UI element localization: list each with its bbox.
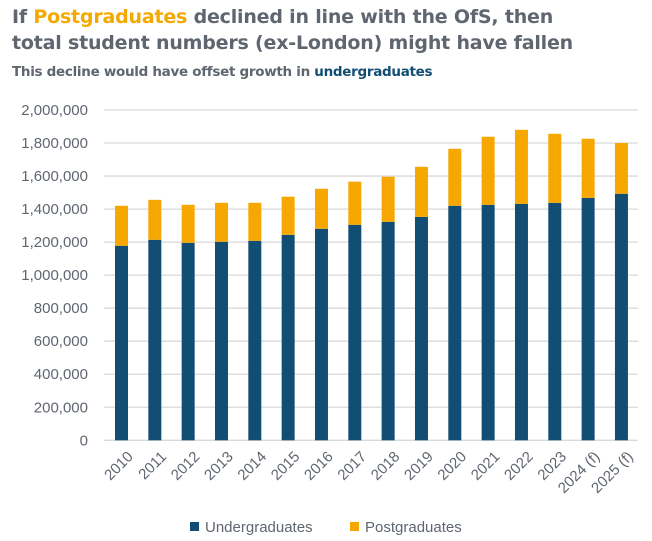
bar-postgraduates-2018 — [381, 176, 395, 222]
bar-postgraduates-2015 — [281, 196, 295, 235]
bar-postgraduates-2019 — [414, 166, 428, 217]
bar-postgraduates-2011 — [148, 199, 162, 240]
bar-postgraduates-2022 — [514, 129, 528, 204]
legend: Undergraduates Postgraduates — [190, 519, 462, 536]
bar-postgraduates-2013 — [214, 202, 228, 242]
y-tick-label: 1,600,000 — [21, 168, 88, 185]
y-tick-label: 2,000,000 — [21, 102, 88, 119]
x-axis: 2010201120122013201420152016201720182019… — [101, 448, 637, 497]
x-tick-label: 2021 — [468, 448, 504, 484]
bar-undergraduates-2016 — [314, 228, 328, 441]
bar-undergraduates-2024f — [581, 197, 595, 441]
x-tick-label: 2011 — [135, 448, 170, 483]
bar-undergraduates-2013 — [214, 241, 228, 441]
x-tick-label: 2013 — [201, 448, 237, 484]
x-tick-label: 2017 — [334, 448, 370, 484]
legend-swatch-postgraduates — [350, 522, 359, 531]
bar-undergraduates-2020 — [448, 205, 462, 441]
bar-postgraduates-2020 — [448, 148, 462, 206]
bars — [115, 129, 628, 441]
chart-subtitle: This decline would have offset growth in… — [12, 64, 433, 80]
x-tick-label: 2022 — [501, 448, 537, 484]
bar-undergraduates-2012 — [181, 242, 195, 441]
bar-postgraduates-2021 — [481, 136, 495, 205]
bar-undergraduates-2018 — [381, 221, 395, 441]
bar-postgraduates-2016 — [314, 188, 328, 229]
y-tick-label: 1,000,000 — [21, 267, 88, 284]
x-tick-label: 2010 — [101, 448, 137, 484]
bar-undergraduates-2014 — [248, 240, 262, 441]
y-tick-label: 1,800,000 — [21, 135, 88, 152]
bar-undergraduates-2021 — [481, 204, 495, 441]
bar-undergraduates-2017 — [348, 224, 362, 441]
x-tick-label: 2012 — [168, 448, 204, 484]
subtitle-text: This decline would have offset growth in — [12, 64, 315, 80]
title-highlight: Postgraduates — [33, 6, 188, 28]
x-tick-label: 2015 — [268, 448, 304, 484]
bar-postgraduates-2024f — [581, 138, 595, 198]
y-tick-label: 800,000 — [34, 300, 88, 317]
bar-undergraduates-2010 — [115, 245, 128, 441]
title-line-2: total student numbers (ex-London) might … — [12, 32, 573, 54]
y-axis: 0 200,000 400,000 600,000 800,000 1,000,000 1,… — [21, 102, 88, 449]
bar-postgraduates-2017 — [348, 181, 362, 225]
bar-undergraduates-2011 — [148, 239, 162, 441]
y-tick-label: 200,000 — [34, 399, 88, 416]
x-tick-label: 2020 — [434, 448, 470, 484]
bar-postgraduates-2014 — [248, 202, 262, 241]
y-tick-label: 1,200,000 — [21, 234, 88, 251]
bar-undergraduates-2022 — [514, 203, 528, 441]
y-tick-label: 400,000 — [34, 366, 88, 383]
bar-postgraduates-2025f — [614, 143, 628, 194]
bar-undergraduates-2025f — [614, 193, 628, 441]
bar-undergraduates-2023 — [548, 202, 562, 441]
y-tick-label: 1,400,000 — [21, 201, 88, 218]
y-tick-label: 600,000 — [34, 333, 88, 350]
subtitle-highlight: undergraduates — [314, 64, 433, 80]
bar-undergraduates-2015 — [281, 234, 295, 441]
legend-label-postgraduates: Postgraduates — [365, 519, 462, 536]
x-tick-label: 2019 — [401, 448, 437, 484]
legend-label-undergraduates: Undergraduates — [205, 519, 313, 536]
x-tick-label: 2014 — [234, 448, 270, 484]
x-tick-label: 2018 — [368, 448, 404, 484]
legend-swatch-undergraduates — [190, 522, 199, 531]
chart-title: If Postgraduates declined in line with t… — [12, 4, 573, 56]
bar-undergraduates-2019 — [414, 216, 428, 441]
x-tick-label: 2016 — [301, 448, 337, 484]
y-tick-label: 0 — [80, 432, 88, 449]
title-text: If — [12, 6, 34, 28]
bar-postgraduates-2012 — [181, 204, 195, 243]
bar-postgraduates-2023 — [548, 133, 562, 203]
title-text: declined in line with the OfS, then — [187, 6, 554, 28]
bar-postgraduates-2010 — [115, 205, 128, 246]
